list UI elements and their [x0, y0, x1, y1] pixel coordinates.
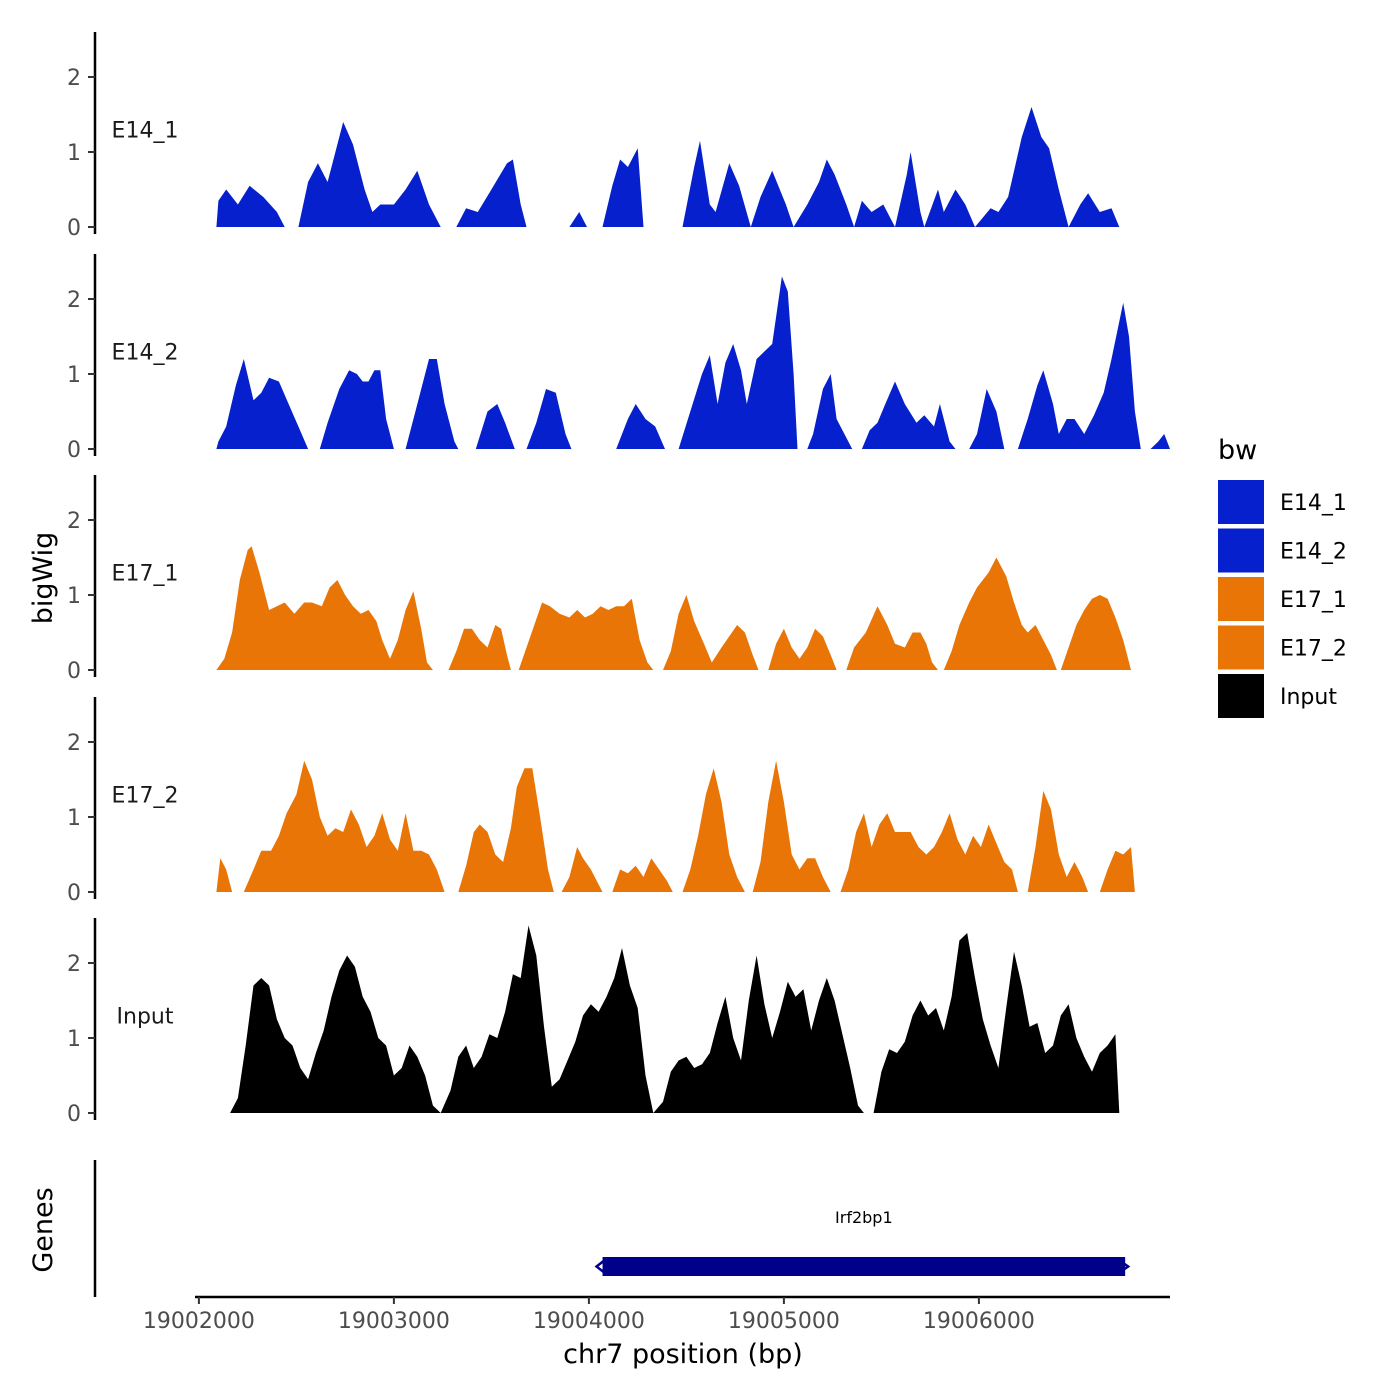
track-e14-1: 0 1 2 E14_1 [67, 32, 1119, 241]
genes-panel: Irf2bp1 [95, 1160, 1128, 1297]
legend-swatch [1218, 626, 1264, 670]
track-e17-2: 0 1 2 E17_2 [67, 697, 1135, 906]
coverage-area [216, 761, 1135, 892]
y-tick-label: 1 [67, 584, 81, 609]
y-tick-label: 2 [67, 66, 81, 91]
legend-item-e14-1: E14_1 [1218, 480, 1347, 524]
track-input: 0 1 2 Input [67, 918, 1119, 1127]
x-axis: 19002000 19003000 19004000 19005000 19006000 [143, 1297, 1170, 1334]
x-tick-label: 19002000 [143, 1309, 255, 1334]
y-tick-label: 1 [67, 806, 81, 831]
track-e14-2: 0 1 2 E14_2 [67, 254, 1170, 463]
coverage-area [216, 107, 1119, 227]
legend-item-e17-1: E17_1 [1218, 577, 1347, 621]
y-tick-label: 2 [67, 288, 81, 313]
legend-label: E14_1 [1280, 491, 1347, 516]
track-label: Input [117, 1005, 174, 1030]
y-axis-title: bigWig [28, 532, 59, 625]
legend-label: E14_2 [1280, 540, 1347, 565]
y-tick-label: 2 [67, 509, 81, 534]
y-tick-label: 0 [67, 881, 81, 906]
y-tick-label: 1 [67, 141, 81, 166]
legend-swatch [1218, 529, 1264, 573]
y-tick-label: 2 [67, 731, 81, 756]
y-tick-label: 2 [67, 952, 81, 977]
legend-title: bw [1218, 435, 1257, 466]
coverage-area [230, 926, 1119, 1114]
x-axis-title: chr7 position (bp) [563, 1339, 803, 1370]
legend-swatch [1218, 480, 1264, 524]
y-tick-label: 0 [67, 438, 81, 463]
legend-swatch [1218, 577, 1264, 621]
legend-item-e14-2: E14_2 [1218, 529, 1347, 573]
gene-body [603, 1257, 1126, 1276]
y-tick-label: 1 [67, 363, 81, 388]
legend-label: Input [1280, 685, 1337, 710]
track-label: E14_2 [112, 341, 179, 366]
y-tick-label: 1 [67, 1027, 81, 1052]
x-tick-label: 19003000 [338, 1309, 450, 1334]
strand-arrow [597, 1261, 604, 1272]
gene-label: Irf2bp1 [835, 1208, 893, 1227]
legend-swatch [1218, 674, 1264, 718]
track-label: E17_1 [112, 562, 179, 587]
tracks-panel: 0 1 2 E14_1 0 1 2 E14_2 0 1 2 E17_1 0 1 2 E17_2 0 1 2 Input [67, 32, 1170, 1127]
legend-item-input: Input [1218, 674, 1337, 718]
coverage-area [216, 546, 1131, 670]
track-label: E17_2 [112, 784, 179, 809]
legend-label: E17_2 [1280, 637, 1347, 662]
y-tick-label: 0 [67, 659, 81, 684]
y-tick-label: 0 [67, 216, 81, 241]
x-tick-label: 19006000 [923, 1309, 1035, 1334]
legend-item-e17-2: E17_2 [1218, 626, 1347, 670]
coverage-area [216, 277, 1170, 450]
track-label: E14_1 [112, 119, 179, 144]
x-tick-label: 19005000 [728, 1309, 840, 1334]
x-tick-label: 19004000 [533, 1309, 645, 1334]
gene-irf2bp1: Irf2bp1 [597, 1208, 1129, 1276]
y-tick-label: 0 [67, 1102, 81, 1127]
legend-label: E17_1 [1280, 588, 1347, 613]
track-e17-1: 0 1 2 E17_1 [67, 475, 1131, 684]
genes-axis-title: Genes [28, 1187, 59, 1272]
legend: bw E14_1 E14_2 E17_1 E17_2 Input [1218, 435, 1347, 718]
bigwig-chart: 0 1 2 E14_1 0 1 2 E14_2 0 1 2 E17_1 0 1 2 E17_2 0 1 2 Input… [0, 0, 1400, 1400]
